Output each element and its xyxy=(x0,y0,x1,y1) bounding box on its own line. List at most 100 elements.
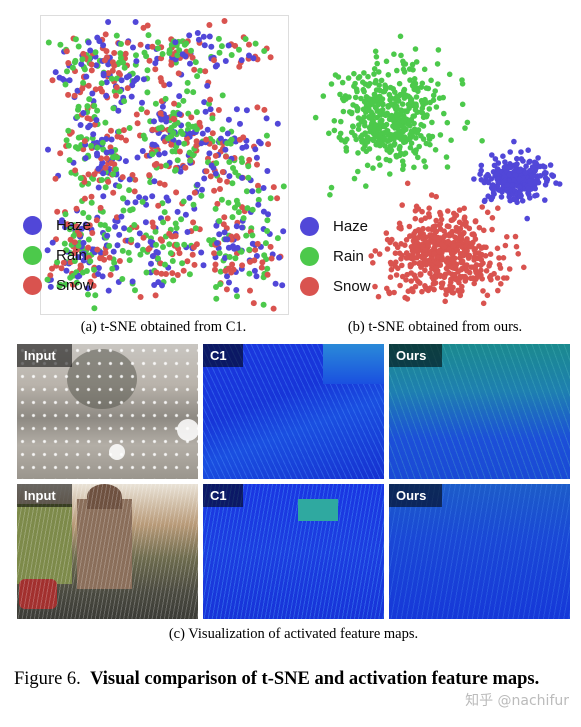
scatter-point xyxy=(362,81,368,87)
scatter-point xyxy=(246,41,252,48)
scatter-point xyxy=(156,180,163,187)
scatter-point xyxy=(139,148,146,154)
scatter-point xyxy=(280,228,287,235)
scatter-point xyxy=(200,33,207,40)
scatter-point xyxy=(58,219,65,226)
scatter-point xyxy=(94,107,101,114)
scatter-point xyxy=(462,273,468,280)
scatter-point xyxy=(547,162,554,168)
scatter-point xyxy=(459,258,466,264)
scatter-point xyxy=(452,234,458,240)
scatter-point xyxy=(222,58,229,64)
scatter-point xyxy=(491,184,497,190)
scatter-point xyxy=(201,175,208,182)
scatter-point xyxy=(408,278,414,284)
scatter-point xyxy=(105,70,112,77)
scatter-point xyxy=(159,237,165,244)
scatter-point xyxy=(494,245,501,252)
scatter-point xyxy=(515,251,521,257)
scatter-point xyxy=(102,184,109,191)
scatter-point xyxy=(173,241,180,248)
caption-a: (a) t-SNE obtained from C1. xyxy=(80,319,247,335)
scatter-point xyxy=(129,82,136,89)
scatter-point xyxy=(233,233,240,240)
scatter-point xyxy=(72,36,79,43)
scatter-point xyxy=(155,125,162,132)
scatter-point xyxy=(80,79,87,86)
scatter-point xyxy=(550,173,557,179)
scatter-point xyxy=(370,96,376,102)
scatter-point xyxy=(396,80,403,87)
scatter-point xyxy=(152,60,159,67)
scatter-point xyxy=(102,31,109,38)
scatter-point xyxy=(427,232,433,238)
scatter-point xyxy=(189,251,196,258)
scatter-point xyxy=(387,171,393,177)
scatter-point xyxy=(362,122,368,129)
scatter-point xyxy=(84,115,91,122)
scatter-point xyxy=(192,225,199,232)
scatter-point xyxy=(441,110,447,117)
scatter-point xyxy=(351,175,358,182)
scatter-point xyxy=(389,236,395,243)
scatter-point xyxy=(270,184,277,191)
scatter-point xyxy=(419,110,426,116)
scatter-point xyxy=(88,193,95,200)
scatter-point xyxy=(203,168,210,175)
scatter-point xyxy=(226,173,233,180)
featuremap-ours-row2: Ours xyxy=(389,484,570,619)
scatter-point xyxy=(146,57,153,64)
scatter-point xyxy=(197,67,204,74)
scatter-point xyxy=(421,66,428,73)
scatter-point xyxy=(202,68,209,75)
scatter-point xyxy=(484,292,491,299)
scatter-point xyxy=(170,109,177,116)
scatter-point xyxy=(228,269,235,276)
scatter-point xyxy=(338,118,344,125)
scatter-point xyxy=(120,207,127,214)
scatter-point xyxy=(254,240,261,247)
scatter-point xyxy=(406,136,412,143)
scatter-point xyxy=(233,106,240,113)
legend-dot-haze xyxy=(23,215,42,235)
scatter-point xyxy=(166,241,173,248)
scatter-point xyxy=(183,40,190,47)
scatter-point xyxy=(496,187,503,193)
scatter-point xyxy=(222,267,229,274)
scatter-point xyxy=(422,267,428,274)
scatter-point xyxy=(172,220,179,227)
scatter-point xyxy=(409,61,416,68)
scatter-point xyxy=(201,42,208,49)
scatter-point xyxy=(180,267,187,274)
scatter-point xyxy=(331,127,338,134)
scatter-point xyxy=(250,55,257,62)
scatter-point xyxy=(451,260,457,266)
scatter-point xyxy=(444,119,451,126)
scatter-point xyxy=(243,188,250,195)
scatter-point xyxy=(45,39,52,46)
scatter-point xyxy=(133,52,139,59)
scatter-point xyxy=(412,243,419,250)
scatter-point xyxy=(65,142,72,149)
scatter-point xyxy=(176,47,183,54)
scatter-point xyxy=(362,130,368,136)
scatter-point xyxy=(527,178,533,184)
tile-label: Input xyxy=(17,484,72,507)
scatter-point xyxy=(511,138,517,145)
scatter-point xyxy=(93,62,100,69)
scatter-point xyxy=(396,146,403,152)
scatter-point xyxy=(157,110,164,117)
scatter-point xyxy=(434,260,441,266)
scatter-point xyxy=(134,120,141,127)
scatter-point xyxy=(427,141,433,148)
scatter-point xyxy=(415,252,421,259)
scatter-point xyxy=(84,103,91,110)
scatter-point xyxy=(450,290,457,296)
scatter-point xyxy=(252,246,259,253)
scatter-point xyxy=(57,150,64,157)
scatter-point xyxy=(556,181,563,187)
scatter-point xyxy=(439,241,445,248)
scatter-point xyxy=(412,215,419,222)
scatter-point xyxy=(80,110,87,116)
scatter-point xyxy=(88,61,95,68)
